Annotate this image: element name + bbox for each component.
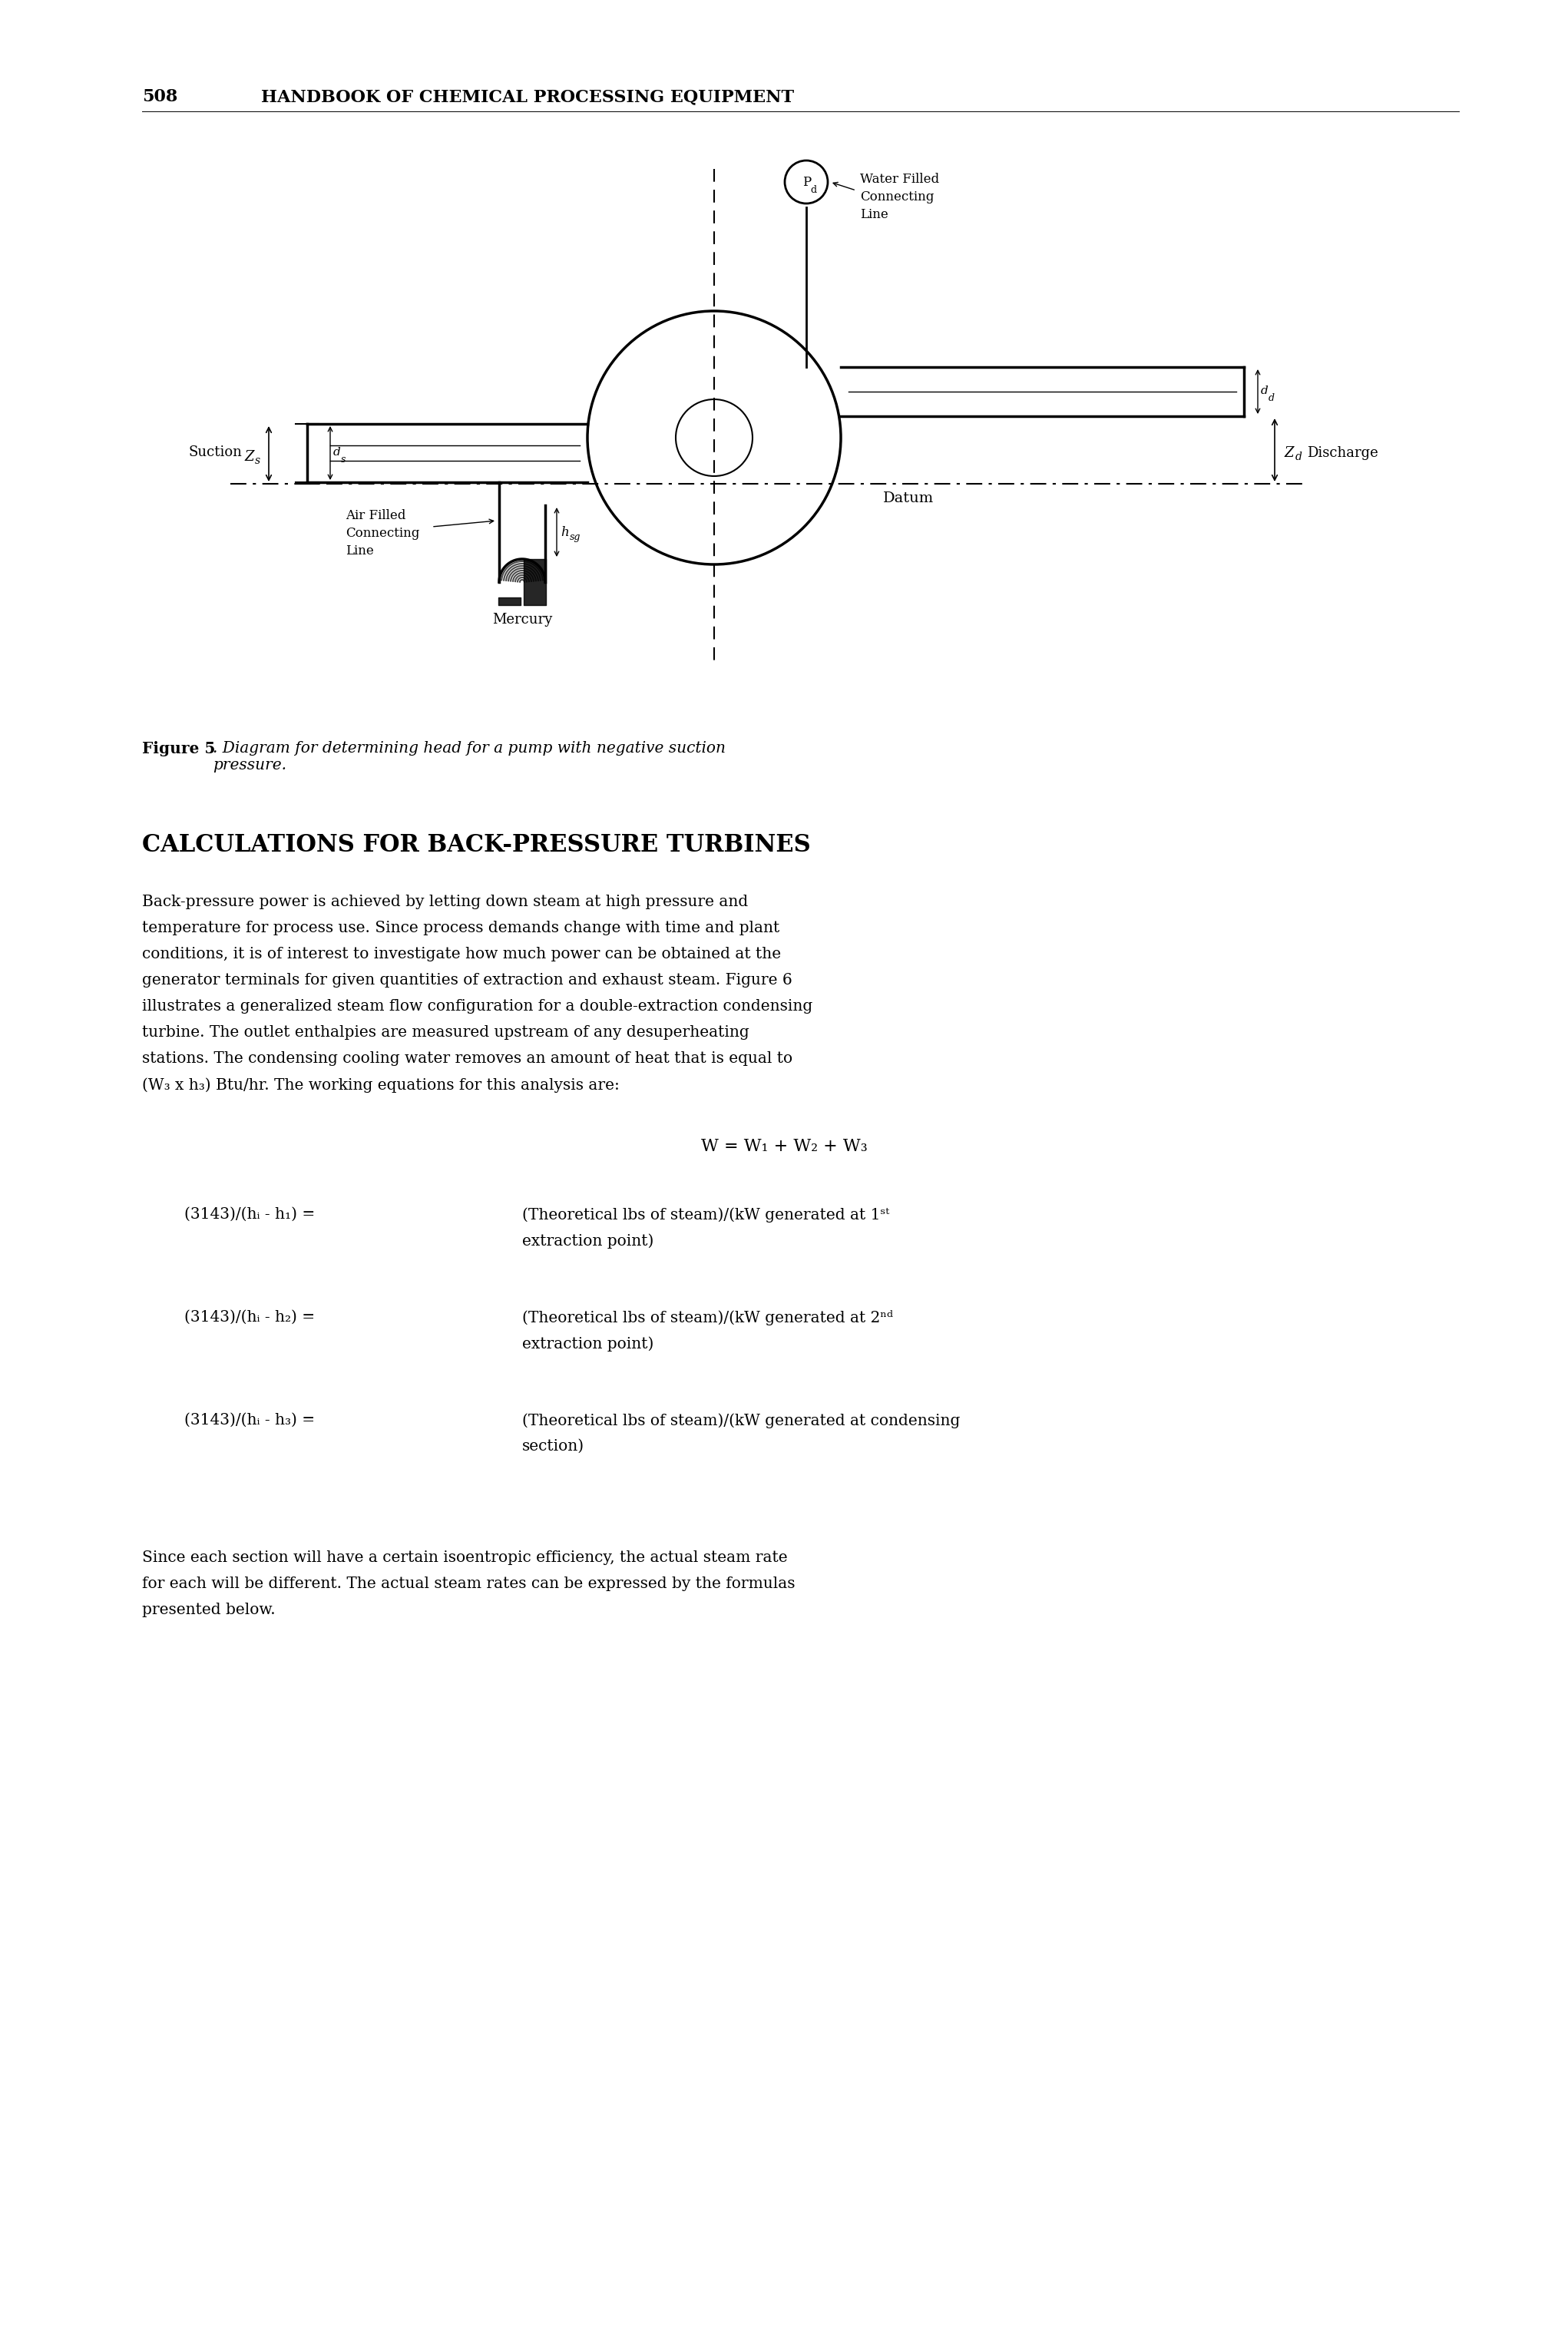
Text: d: d (334, 447, 340, 458)
Text: Air Filled: Air Filled (345, 509, 406, 521)
Text: (3143)/(hᵢ - h₃) =: (3143)/(hᵢ - h₃) = (185, 1412, 315, 1428)
Text: s: s (340, 454, 347, 465)
Text: d: d (1261, 386, 1269, 395)
Text: temperature for process use. Since process demands change with time and plant: temperature for process use. Since proce… (143, 921, 779, 935)
Text: W = W₁ + W₂ + W₃: W = W₁ + W₂ + W₃ (701, 1137, 867, 1156)
Text: Connecting: Connecting (345, 526, 420, 540)
Text: for each will be different. The actual steam rates can be expressed by the formu: for each will be different. The actual s… (143, 1577, 795, 1591)
Text: conditions, it is of interest to investigate how much power can be obtained at t: conditions, it is of interest to investi… (143, 947, 781, 961)
Text: s: s (256, 456, 260, 465)
Text: Water Filled: Water Filled (859, 172, 939, 186)
Text: Since each section will have a certain isoentropic efficiency, the actual steam : Since each section will have a certain i… (143, 1551, 787, 1565)
Text: Suction: Suction (188, 444, 241, 458)
Text: illustrates a generalized steam flow configuration for a double-extraction conde: illustrates a generalized steam flow con… (143, 1000, 812, 1014)
Text: turbine. The outlet enthalpies are measured upstream of any desuperheating: turbine. The outlet enthalpies are measu… (143, 1026, 750, 1040)
Text: Figure 5: Figure 5 (143, 742, 215, 756)
Text: extraction point): extraction point) (522, 1335, 654, 1351)
Text: (Theoretical lbs of steam)/(kW generated at condensing: (Theoretical lbs of steam)/(kW generated… (522, 1412, 960, 1428)
Text: (3143)/(hᵢ - h₁) =: (3143)/(hᵢ - h₁) = (185, 1207, 315, 1221)
Text: d: d (1295, 451, 1301, 463)
Text: d: d (1269, 393, 1275, 402)
Text: (W₃ x h₃) Btu/hr. The working equations for this analysis are:: (W₃ x h₃) Btu/hr. The working equations … (143, 1077, 619, 1093)
Text: Back-pressure power is achieved by letting down steam at high pressure and: Back-pressure power is achieved by letti… (143, 896, 748, 909)
Text: extraction point): extraction point) (522, 1233, 654, 1249)
Text: d: d (811, 186, 817, 195)
Text: (Theoretical lbs of steam)/(kW generated at 1ˢᵗ: (Theoretical lbs of steam)/(kW generated… (522, 1207, 889, 1221)
Text: CALCULATIONS FOR BACK-PRESSURE TURBINES: CALCULATIONS FOR BACK-PRESSURE TURBINES (143, 833, 811, 856)
Text: Z: Z (1284, 447, 1294, 461)
Text: Datum: Datum (883, 491, 935, 505)
Text: sg: sg (569, 533, 580, 542)
Text: h: h (560, 526, 569, 540)
Text: (Theoretical lbs of steam)/(kW generated at 2ⁿᵈ: (Theoretical lbs of steam)/(kW generated… (522, 1310, 894, 1326)
Text: generator terminals for given quantities of extraction and exhaust steam. Figure: generator terminals for given quantities… (143, 972, 792, 989)
Text: presented below.: presented below. (143, 1603, 276, 1617)
Text: Z: Z (245, 449, 254, 463)
Text: Line: Line (859, 207, 887, 221)
Text: Discharge: Discharge (1306, 447, 1378, 461)
Text: 508: 508 (143, 88, 177, 105)
Text: stations. The condensing cooling water removes an amount of heat that is equal t: stations. The condensing cooling water r… (143, 1051, 792, 1065)
Text: HANDBOOK OF CHEMICAL PROCESSING EQUIPMENT: HANDBOOK OF CHEMICAL PROCESSING EQUIPMEN… (262, 88, 793, 105)
Text: . Diagram for determining head for a pump with negative suction
pressure.: . Diagram for determining head for a pum… (213, 742, 726, 772)
Text: (3143)/(hᵢ - h₂) =: (3143)/(hᵢ - h₂) = (185, 1310, 315, 1323)
Text: section): section) (522, 1440, 585, 1454)
Text: Line: Line (345, 544, 373, 558)
Text: Mercury: Mercury (492, 612, 552, 626)
Text: Connecting: Connecting (859, 191, 935, 202)
Text: P: P (803, 177, 811, 188)
